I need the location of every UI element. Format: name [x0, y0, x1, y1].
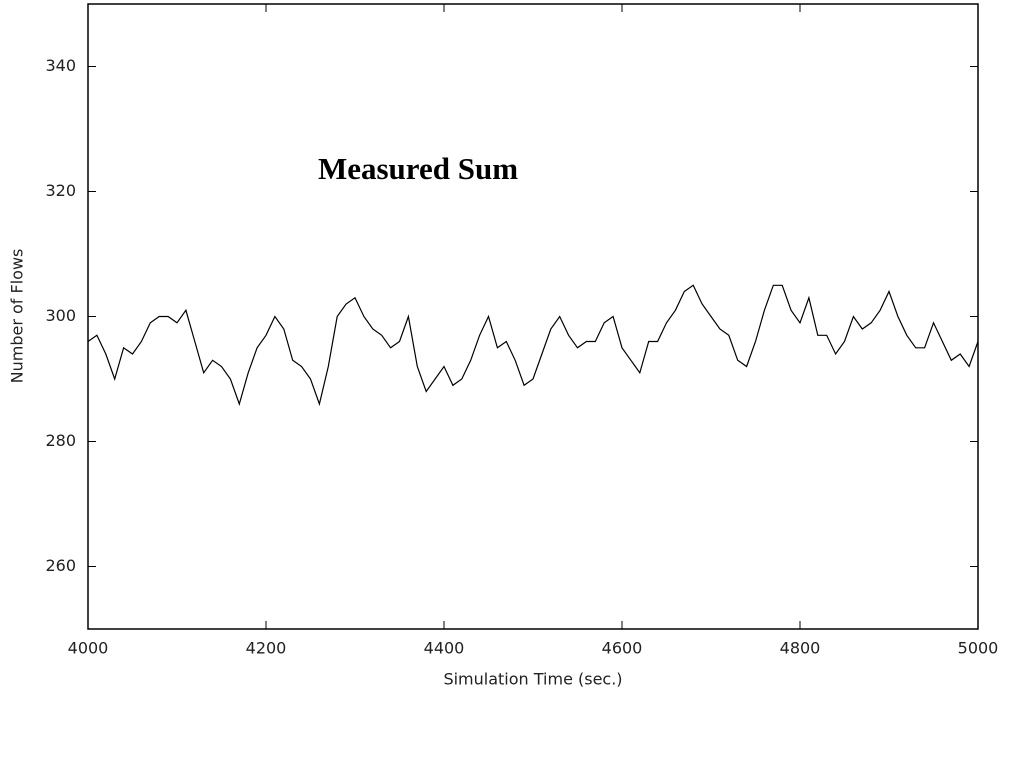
- x-tick-label: 5000: [958, 639, 999, 658]
- annotation: Measured Sum: [318, 151, 518, 186]
- y-tick-label: 300: [45, 306, 76, 325]
- x-tick-label: 4200: [246, 639, 287, 658]
- x-tick-label: 4600: [602, 639, 643, 658]
- y-tick-label: 260: [45, 556, 76, 575]
- x-tick-label: 4000: [68, 639, 109, 658]
- y-tick-label: 320: [45, 181, 76, 200]
- y-tick-label: 280: [45, 431, 76, 450]
- data-line: [87, 284, 979, 407]
- x-tick-label: 4800: [780, 639, 821, 658]
- y-tick-label: 340: [45, 56, 76, 75]
- x-axis-label: Simulation Time (sec.): [443, 670, 622, 689]
- plot-frame: [87, 3, 979, 630]
- x-tick-label: 4400: [424, 639, 465, 658]
- y-axis-label: Number of Flows: [8, 249, 27, 384]
